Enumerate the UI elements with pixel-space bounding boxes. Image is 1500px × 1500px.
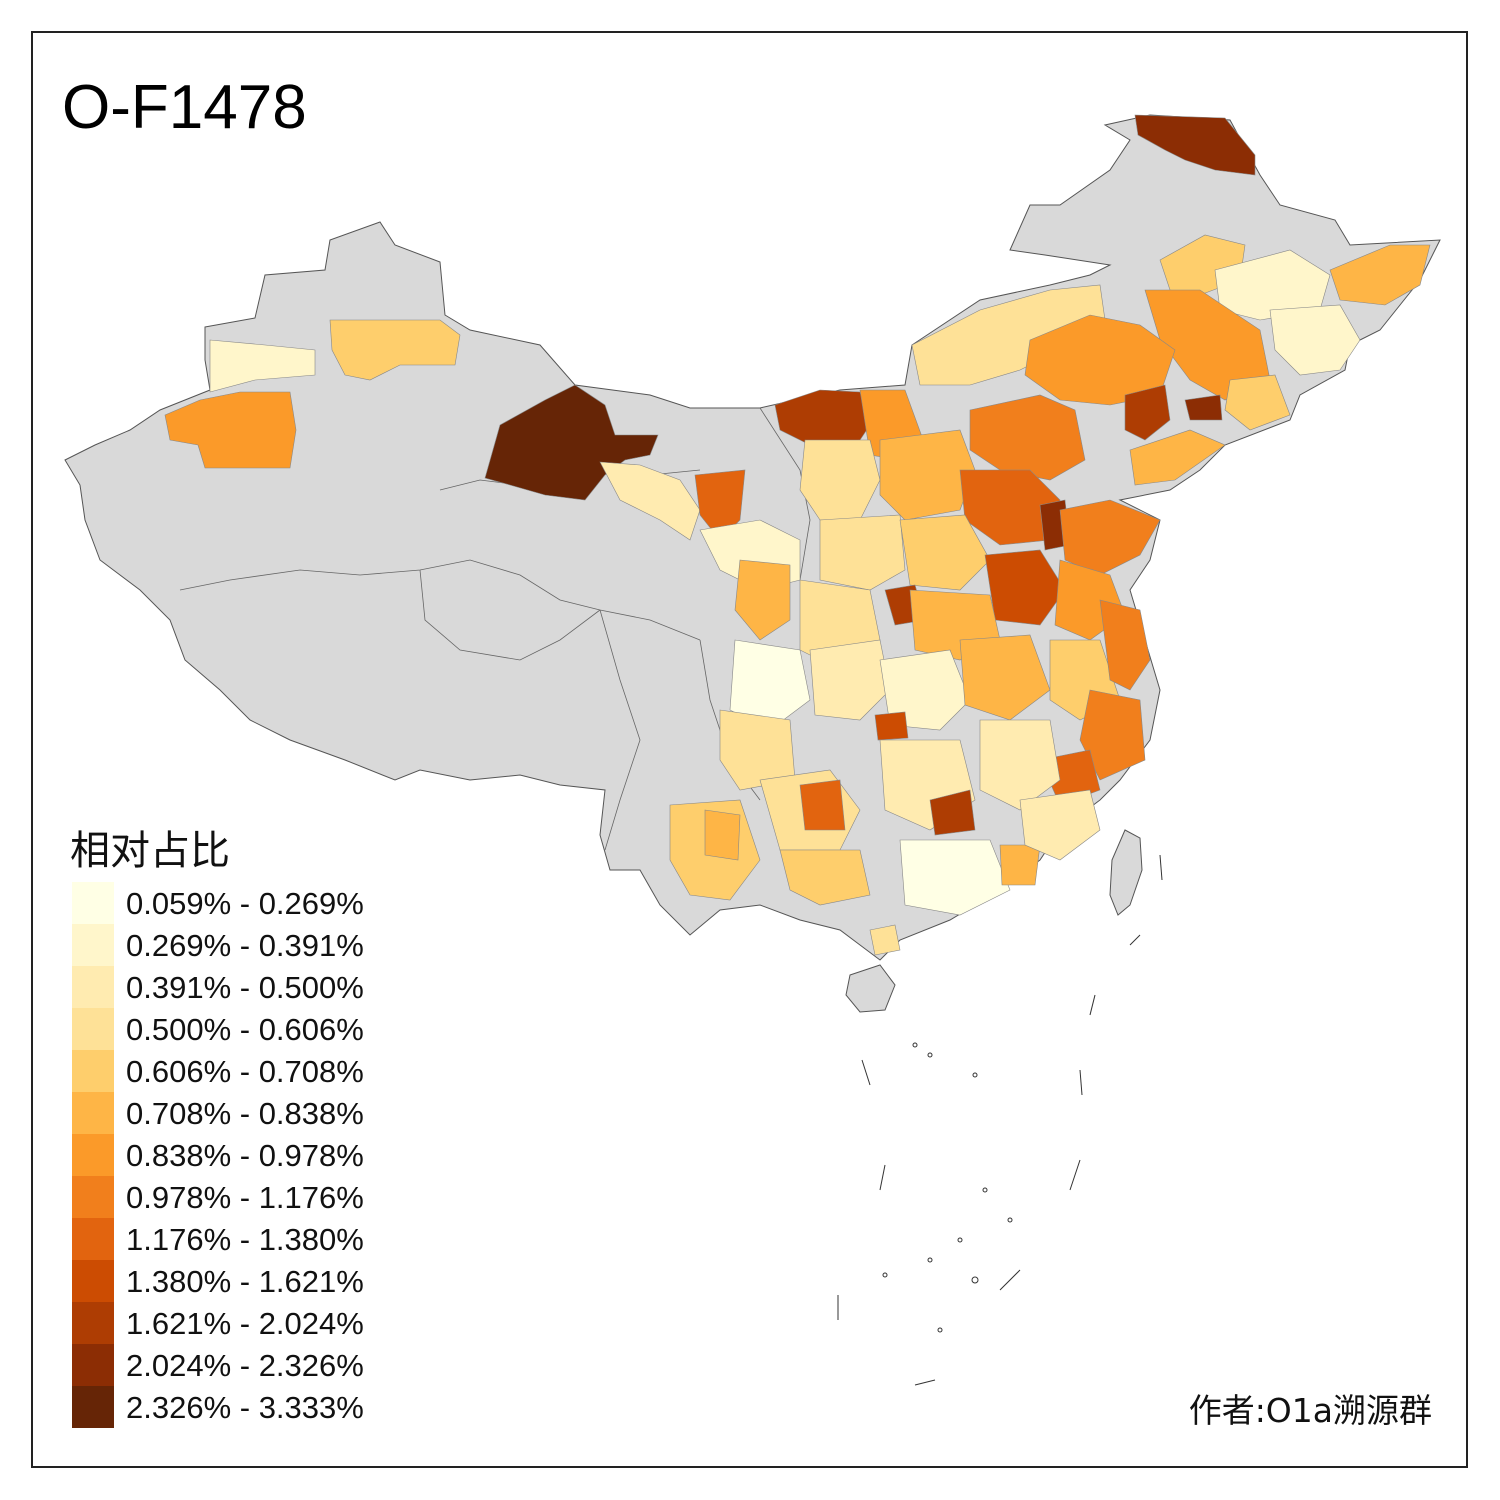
region-ne-5 (1269, 304, 1361, 376)
legend-swatch (72, 1050, 114, 1092)
author-credit: 作者:O1a溯源群 (1188, 1391, 1432, 1430)
region-qh-2 (734, 559, 791, 641)
region-xj-2 (329, 319, 461, 381)
region-sc-2 (809, 639, 891, 721)
legend-label: 2.326% - 3.333% (126, 1390, 364, 1425)
region-gx (779, 849, 871, 906)
region-hainan (845, 964, 896, 1013)
data-regions (164, 114, 1431, 956)
legend-swatch (72, 1176, 114, 1218)
region-ne-6 (1224, 374, 1291, 431)
legend-label: 1.380% - 1.621% (126, 1264, 364, 1299)
region-sc-1 (729, 639, 811, 731)
legend-swatch (72, 1218, 114, 1260)
legend-title: 相对占比 (70, 828, 230, 874)
legend-item: 0.500% - 0.606% (72, 1008, 412, 1050)
legend-label: 0.269% - 0.391% (126, 928, 364, 963)
region-gd-3 (869, 924, 901, 956)
region-yn-2 (704, 809, 741, 861)
region-gd (899, 839, 1011, 916)
legend-swatch (72, 924, 114, 966)
region-lnd-3 (1129, 429, 1226, 486)
legend-label: 0.838% - 0.978% (126, 1138, 364, 1173)
legend-label: 1.176% - 1.380% (126, 1222, 364, 1257)
legend-label: 0.606% - 0.708% (126, 1054, 364, 1089)
legend-item: 0.978% - 1.176% (72, 1176, 412, 1218)
legend-label: 0.978% - 1.176% (126, 1180, 364, 1215)
region-zj (1079, 689, 1146, 781)
region-gz-dark (799, 779, 846, 831)
legend-label: 0.500% - 0.606% (126, 1012, 364, 1047)
legend-swatch (72, 1092, 114, 1134)
legend-swatch (72, 882, 114, 924)
legend-item: 0.708% - 0.838% (72, 1092, 412, 1134)
legend-swatch (72, 1302, 114, 1344)
legend-item: 0.269% - 0.391% (72, 924, 412, 966)
legend-label: 1.621% - 2.024% (126, 1306, 364, 1341)
legend-item: 2.024% - 2.326% (72, 1344, 412, 1386)
legend-swatch (72, 966, 114, 1008)
legend-item: 0.391% - 0.500% (72, 966, 412, 1008)
region-hb-dark (874, 711, 909, 741)
region-gs-2 (599, 461, 701, 541)
map-title: O-F1478 (62, 73, 307, 142)
region-hb-1 (959, 634, 1051, 721)
legend-item: 1.176% - 1.380% (72, 1218, 412, 1260)
region-gs-dark (484, 384, 659, 501)
region-js (1099, 599, 1151, 691)
legend-label: 0.391% - 0.500% (126, 970, 364, 1005)
legend-label: 2.024% - 2.326% (126, 1348, 364, 1383)
region-hun-dark (929, 789, 976, 836)
legend-item: 0.059% - 0.269% (72, 882, 412, 924)
legend-swatch (72, 1260, 114, 1302)
region-lnd-2 (1184, 394, 1223, 421)
south-sea-islands (837, 854, 1163, 1386)
region-ne-3 (1329, 244, 1431, 306)
legend-swatch (72, 1008, 114, 1050)
region-taiwan (1109, 829, 1143, 916)
region-nm-3 (774, 389, 871, 446)
legend-item: 1.621% - 2.024% (72, 1302, 412, 1344)
region-gd-2 (999, 844, 1041, 886)
region-sd (1059, 499, 1161, 576)
legend-label: 0.059% - 0.269% (126, 886, 364, 921)
region-nc-5 (819, 514, 906, 591)
region-fj (1019, 789, 1101, 861)
region-nc-1 (969, 394, 1086, 481)
region-jx (979, 719, 1061, 811)
legend-item: 1.380% - 1.621% (72, 1260, 412, 1302)
legend-swatch (72, 1344, 114, 1386)
legend-swatch (72, 1134, 114, 1176)
legend-label: 0.708% - 0.838% (126, 1096, 364, 1131)
region-lnd (1124, 384, 1171, 441)
legend: 0.059% - 0.269% 0.269% - 0.391% 0.391% -… (72, 882, 412, 1428)
region-xj-1 (209, 339, 316, 393)
region-hlj-dark (1134, 114, 1256, 176)
legend-item: 0.606% - 0.708% (72, 1050, 412, 1092)
legend-item: 2.326% - 3.333% (72, 1386, 412, 1428)
legend-item: 0.838% - 0.978% (72, 1134, 412, 1176)
region-nc-2 (879, 429, 976, 521)
legend-swatch (72, 1386, 114, 1428)
region-nc-6 (899, 514, 991, 591)
region-xj-3 (164, 391, 297, 469)
